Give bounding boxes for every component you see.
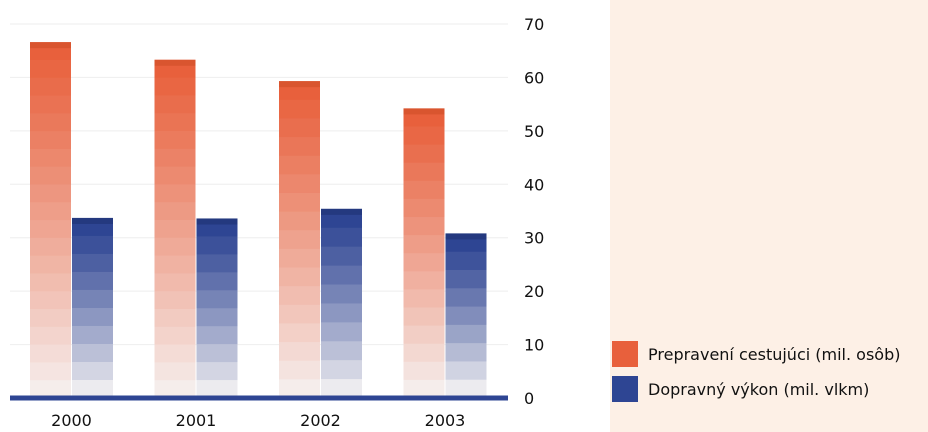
legend-swatch-passengers: [612, 341, 638, 367]
bars-group: [30, 42, 487, 399]
y-tick-label: 0: [524, 389, 534, 408]
bar: [279, 81, 320, 399]
legend-label-performance: Dopravný výkon (mil. vlkm): [648, 379, 870, 399]
bar: [445, 233, 487, 399]
y-tick-label: 60: [524, 68, 544, 87]
legend-swatch-performance: [612, 376, 638, 402]
x-tick-label: 2001: [176, 411, 217, 430]
y-tick-label: 50: [524, 122, 544, 141]
y-tick-label: 40: [524, 175, 544, 194]
bar: [30, 42, 71, 399]
bar: [321, 208, 362, 399]
bar: [196, 218, 238, 399]
bar: [154, 59, 196, 399]
legend-item-passengers: Prepravení cestujúci (mil. osôb): [612, 341, 900, 367]
y-axis-ticks: 0 10 20 30 40 50 60 70: [524, 15, 544, 408]
bar: [403, 108, 445, 399]
y-tick-label: 70: [524, 15, 544, 34]
bar: [72, 217, 113, 399]
x-axis-ticks: 2000 2001 2002 2003: [51, 411, 465, 430]
chart-plot-area: 0 10 20 30 40 50 60 70 2000 2001 2002 2003: [10, 15, 544, 430]
x-tick-label: 2000: [51, 411, 92, 430]
y-tick-label: 30: [524, 229, 544, 248]
legend-label-passengers: Prepravení cestujúci (mil. osôb): [648, 344, 901, 364]
x-tick-label: 2002: [300, 411, 341, 430]
legend-item-performance: Dopravný výkon (mil. vlkm): [612, 376, 869, 402]
legend-panel: [610, 0, 928, 432]
y-tick-label: 20: [524, 282, 544, 301]
y-tick-label: 10: [524, 336, 544, 355]
x-tick-label: 2003: [425, 411, 466, 430]
